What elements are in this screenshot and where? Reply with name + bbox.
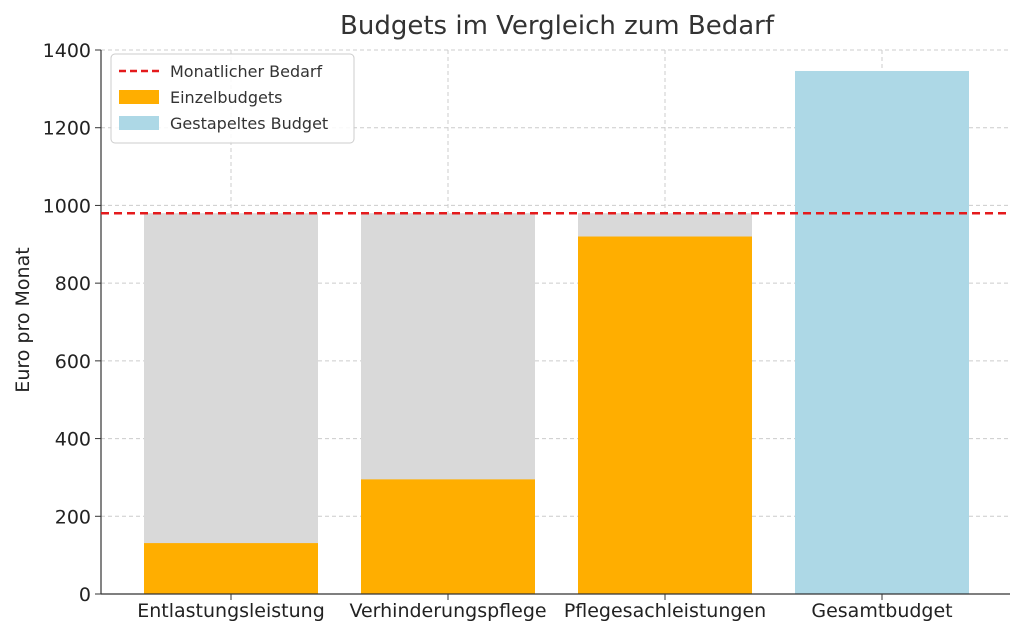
y-ticks: 0 200 400 600 800 1000 1200 1400	[43, 40, 101, 606]
y-tick-label: 400	[55, 429, 91, 451]
bar	[795, 70, 969, 595]
chart-title: Budgets im Vergleich zum Bedarf	[340, 11, 775, 41]
legend-label-need: Monatlicher Bedarf	[170, 62, 323, 81]
x-tick-label: Entlastungsleistung	[137, 600, 325, 622]
legend-label-einzel: Einzelbudgets	[170, 88, 282, 107]
background-bar	[144, 213, 318, 594]
bar	[361, 479, 535, 594]
legend-swatch-gestapelt	[119, 116, 159, 130]
bar	[578, 236, 752, 594]
x-tick-label: Pflegesachleistungen	[564, 600, 766, 622]
y-tick-label: 800	[55, 273, 91, 295]
y-tick-label: 0	[79, 584, 91, 606]
y-axis-label: Euro pro Monat	[12, 247, 34, 392]
x-tick-label: Verhinderungspflege	[349, 600, 546, 622]
y-tick-label: 1200	[43, 118, 91, 140]
y-tick-label: 1000	[43, 195, 91, 217]
x-ticks: Entlastungsleistung Verhinderungspflege Pf…	[137, 594, 953, 622]
legend: Monatlicher Bedarf Einzelbudgets Gestape…	[110, 53, 355, 144]
bar	[144, 543, 318, 594]
axes	[100, 50, 1010, 595]
legend-box	[110, 53, 355, 144]
bars	[144, 70, 969, 595]
legend-swatch-einzel	[119, 90, 159, 104]
x-tick-label: Gesamtbudget	[811, 600, 952, 622]
y-tick-label: 1400	[43, 40, 91, 62]
legend-label-gestapelt: Gestapeltes Budget	[170, 114, 328, 133]
y-tick-label: 600	[55, 351, 91, 373]
y-tick-label: 200	[55, 506, 91, 528]
